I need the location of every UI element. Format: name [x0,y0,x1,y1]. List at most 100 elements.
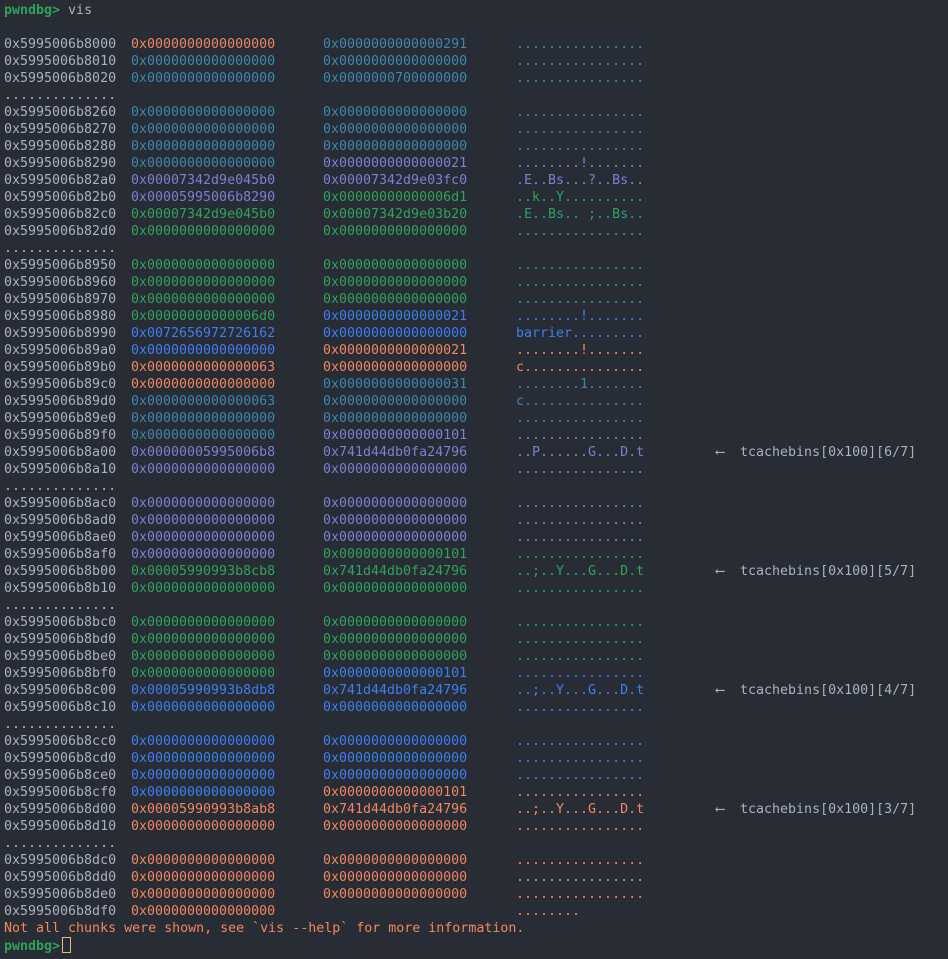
row-address: 0x5995006b82a0 [4,173,117,188]
memory-row: 0x5995006b8b10 0x0000000000000000 0x000000… [4,580,644,597]
memory-row: 0x5995006b8290 0x0000000000000000 0x000000… [4,155,644,172]
memory-row: 0x5995006b8980 0x00000000000006d0 0x000000… [4,308,644,325]
memory-row: 0x5995006b8cf0 0x0000000000000000 0x000000… [4,784,644,801]
memory-row: 0x5995006b8c10 0x0000000000000000 0x000000… [4,699,644,716]
ascii-dump: ................ [516,547,645,562]
ascii-dump: ................ [516,462,645,477]
ascii-dump: .E..Bs...?..Bs.. [516,173,645,188]
memory-row: 0x5995006b8cc0 0x0000000000000000 0x000000… [4,733,644,750]
row-address: 0x5995006b8dc0 [4,853,117,868]
qword-2: 0x0000000000000021 [323,156,468,171]
tcache-annotation: ⟵ tcachebins[0x100][5/7] [716,564,917,579]
ascii-dump: ........1....... [516,377,645,392]
qword-2: 0x00007342d9e03b20 [323,207,468,222]
command-line: pwndbg> vis [4,2,524,19]
qword-2: 0x0000000000000000 [323,411,468,426]
ascii-dump: ................ [516,649,645,664]
memory-row: 0x5995006b8bd0 0x0000000000000000 0x000000… [4,631,644,648]
qword-1: 0x00000005995006b8 [131,445,276,460]
memory-row: 0x5995006b8c00 0x00005990993b8db8 0x741d44… [4,682,916,699]
memory-row: 0x5995006b8be0 0x0000000000000000 0x000000… [4,648,644,665]
terminal[interactable]: pwndbg> vis 0x5995006b8000 0x000000000000… [4,2,916,954]
memory-row: 0x5995006b8cd0 0x0000000000000000 0x000000… [4,750,644,767]
qword-2: 0x0000000000000000 [323,819,468,834]
qword-2: 0x0000000000000031 [323,377,468,392]
qword-2: 0x0000000000000000 [323,122,468,137]
ascii-dump: ........!....... [516,343,645,358]
memory-row: 0x5995006b82a0 0x00007342d9e045b0 0x000073… [4,172,644,189]
tcache-annotation: ⟵ tcachebins[0x100][6/7] [716,445,917,460]
qword-1: 0x0000000000000000 [131,700,276,715]
row-address: 0x5995006b8cc0 [4,734,117,749]
qword-2: 0x0000000000000101 [323,547,468,562]
memory-row: 0x5995006b89b0 0x0000000000000063 0x000000… [4,359,644,376]
memory-row: 0x5995006b82c0 0x00007342d9e045b0 0x000073… [4,206,644,223]
qword-2: 0x741d44db0fa24796 [323,683,468,698]
qword-1: 0x0000000000000000 [131,462,276,477]
qword-2: 0x0000000000000000 [323,258,468,273]
ascii-dump: ................ [516,819,645,834]
qword-1: 0x0000000000000000 [131,105,276,120]
ascii-dump: ................ [516,105,645,120]
row-address: 0x5995006b8a10 [4,462,117,477]
memory-row: 0x5995006b8000 0x0000000000000000 0x000000… [4,36,644,53]
qword-1: 0x0000000000000063 [131,394,276,409]
row-address: 0x5995006b8c10 [4,700,117,715]
memory-row: 0x5995006b8d10 0x0000000000000000 0x000000… [4,818,644,835]
qword-1: 0x0000000000000000 [131,649,276,664]
qword-1: 0x0000000000000000 [131,734,276,749]
ascii-dump: ................ [516,37,645,52]
qword-2: 0x741d44db0fa24796 [323,802,468,817]
row-address: 0x5995006b8260 [4,105,117,120]
qword-2: 0x0000000000000000 [323,105,468,120]
qword-2: 0x0000000000000000 [323,853,468,868]
qword-1: 0x0000000000000000 [131,785,276,800]
prompt: pwndbg> [4,939,61,954]
memory-row: 0x5995006b8ad0 0x0000000000000000 0x000000… [4,512,644,529]
ascii-dump: ..P......G...D.t [516,445,645,460]
row-address: 0x5995006b8ac0 [4,496,117,511]
ascii-dump: ................ [516,768,645,783]
qword-1: 0x0000000000000000 [131,224,276,239]
row-address: 0x5995006b8bc0 [4,615,117,630]
qword-2: 0x0000000000000000 [323,530,468,545]
memory-row: 0x5995006b8dc0 0x0000000000000000 0x000000… [4,852,644,869]
qword-1: 0x0000000000000063 [131,360,276,375]
qword-2: 0x0000000000000000 [323,139,468,154]
memory-row: 0x5995006b89f0 0x0000000000000000 0x000000… [4,427,644,444]
qword-1: 0x0000000000000000 [131,751,276,766]
qword-1: 0x00007342d9e045b0 [131,207,276,222]
qword-2: 0x0000000000000101 [323,666,468,681]
ascii-dump: ........ [516,904,581,919]
qword-1: 0x0000000000000000 [131,71,276,86]
ascii-dump: ................ [516,513,645,528]
qword-1: 0x0000000000000000 [131,581,276,596]
ascii-dump: ................ [516,71,645,86]
ascii-dump: ................ [516,258,645,273]
qword-1: 0x0000000000000000 [131,513,276,528]
ascii-dump: ................ [516,411,645,426]
qword-2: 0x0000000000000000 [323,887,468,902]
row-address: 0x5995006b8970 [4,292,117,307]
qword-1: 0x0000000000000000 [131,666,276,681]
ascii-dump: ................ [516,870,645,885]
row-address: 0x5995006b89f0 [4,428,117,443]
memory-row: 0x5995006b8bf0 0x0000000000000000 0x000000… [4,665,644,682]
row-address: 0x5995006b89b0 [4,360,117,375]
row-address: 0x5995006b8dd0 [4,870,117,885]
ascii-dump: ................ [516,853,645,868]
command: vis [60,3,93,18]
ascii-dump: ................ [516,615,645,630]
row-address: 0x5995006b89c0 [4,377,117,392]
qword-1: 0x0000000000000000 [131,819,276,834]
qword-2: 0x0000000000000021 [323,343,468,358]
row-address: 0x5995006b8b00 [4,564,117,579]
memory-row: 0x5995006b8b00 0x00005990993b8cb8 0x741d44… [4,563,916,580]
ascii-dump: .E..Bs.. ;..Bs.. [516,207,645,222]
input-line[interactable]: pwndbg> [4,937,524,954]
ascii-dump: ................ [516,496,645,511]
row-address: 0x5995006b8be0 [4,649,117,664]
qword-2: 0x0000000000000000 [323,768,468,783]
qword-2: 0x0000000000000000 [323,632,468,647]
prompt: pwndbg> [4,3,61,18]
